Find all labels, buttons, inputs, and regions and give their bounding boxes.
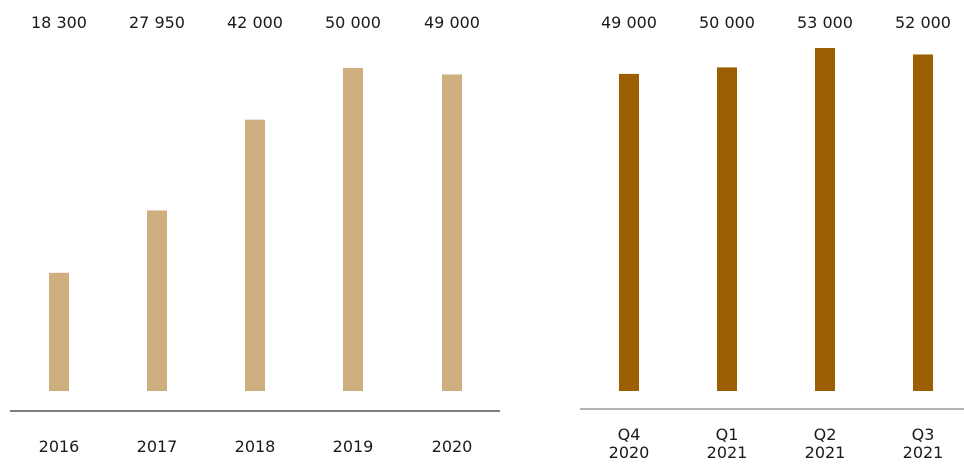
bar	[343, 68, 363, 391]
data-label: 50 000	[325, 13, 381, 32]
bar	[147, 210, 167, 391]
tick-label-line: 2021	[805, 443, 846, 462]
tick-label-line: 2021	[707, 443, 748, 462]
data-label: 53 000	[797, 13, 853, 32]
tick-label: 2017	[137, 437, 178, 456]
tick-label-line: 2018	[235, 437, 276, 456]
bar	[49, 272, 69, 391]
bar	[815, 48, 835, 391]
data-label: 50 000	[699, 13, 755, 32]
bar	[245, 119, 265, 392]
data-label: 52 000	[895, 13, 951, 32]
tick-label: Q2 2021	[805, 425, 846, 462]
data-label: 18 300	[31, 13, 87, 32]
tick-label: Q4 2020	[609, 425, 650, 462]
bar	[619, 73, 639, 392]
tick-label: 2016	[39, 437, 80, 456]
data-label: 49 000	[601, 13, 657, 32]
tick-label: 2019	[333, 437, 374, 456]
tick-label: Q3 2021	[903, 425, 944, 462]
bar	[442, 74, 462, 392]
tick-label-line: 2019	[333, 437, 374, 456]
tick-label-line: Q4	[618, 425, 641, 444]
tick-label-line: Q3	[912, 425, 935, 444]
bar	[717, 67, 737, 391]
tick-label-line: 2016	[39, 437, 80, 456]
tick-label: Q1 2021	[707, 425, 748, 462]
tick-label-line: Q1	[716, 425, 739, 444]
tick-label-line: 2020	[609, 443, 650, 462]
tick-label-line: Q2	[814, 425, 837, 444]
tick-label: 2018	[235, 437, 276, 456]
data-label: 49 000	[424, 13, 480, 32]
tick-label-line: 2017	[137, 437, 178, 456]
data-label: 27 950	[129, 13, 185, 32]
bar	[913, 54, 933, 391]
tick-label-line: 2021	[903, 443, 944, 462]
tick-label: 2020	[432, 437, 473, 456]
data-label: 42 000	[227, 13, 283, 32]
tick-label-line: 2020	[432, 437, 473, 456]
